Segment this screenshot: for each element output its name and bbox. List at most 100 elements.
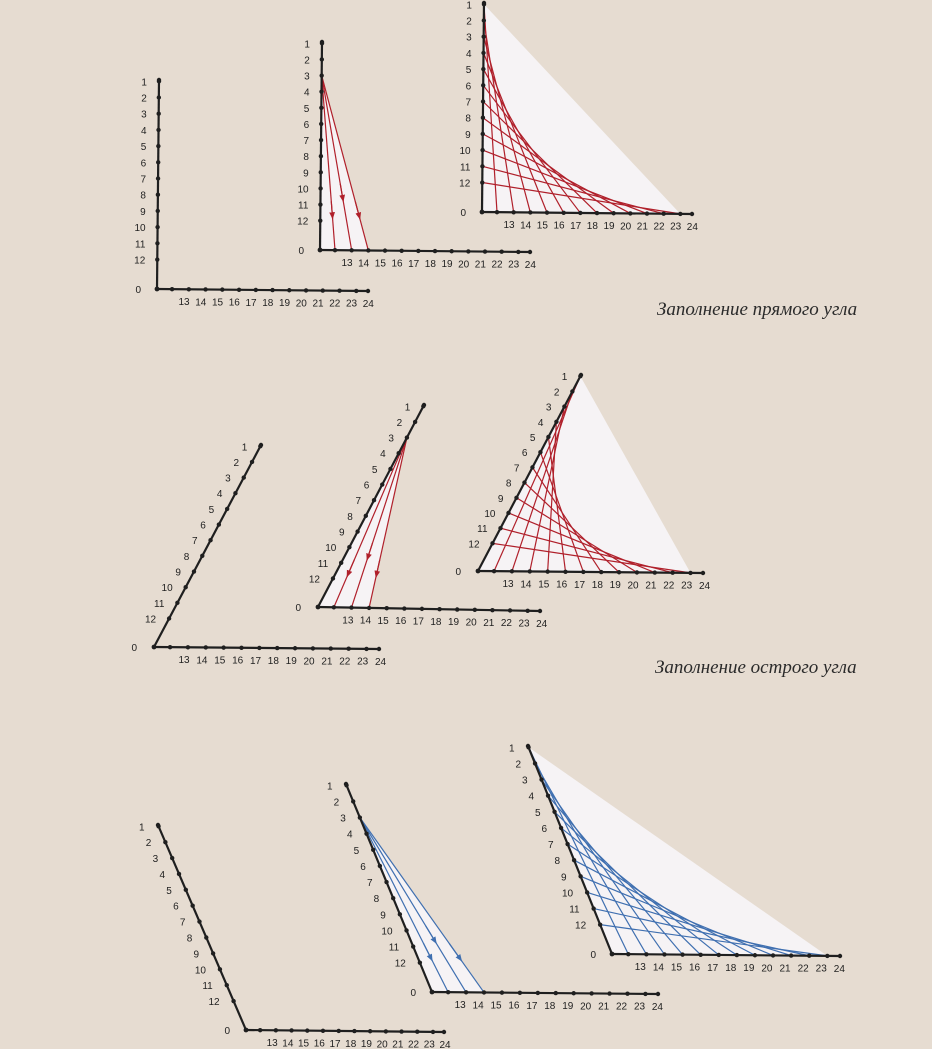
axis-dot [249, 459, 255, 465]
axis-dot [514, 495, 519, 500]
tick-label-18: 18 [262, 298, 274, 309]
axis-dot [155, 257, 160, 262]
tick-label-24: 24 [536, 619, 548, 630]
tick-label-13: 13 [267, 1038, 279, 1049]
tick-label-18: 18 [268, 656, 280, 667]
thread-line [482, 101, 598, 214]
axis-dot [399, 248, 404, 253]
tick-label-14: 14 [653, 962, 665, 973]
axis-dot [481, 18, 487, 23]
tick-label-19: 19 [743, 963, 755, 974]
axis-dot [417, 960, 423, 965]
axis-dot [678, 211, 683, 217]
tick-label-13: 13 [179, 655, 191, 666]
axis-dot [499, 249, 504, 254]
thread-arrow [329, 201, 335, 220]
tick-label-6: 6 [304, 120, 310, 131]
axis-dot [528, 210, 533, 215]
thread-line [492, 542, 691, 574]
axis-dot [511, 210, 516, 215]
axis-dot [156, 79, 162, 84]
tick-label-14: 14 [196, 655, 208, 666]
tick-label-17: 17 [526, 1001, 538, 1012]
axis-dot [689, 211, 695, 217]
tick-label-11: 11 [135, 239, 146, 250]
vertex-dot [475, 568, 481, 574]
tick-label-9: 9 [339, 528, 345, 539]
tick-label-21: 21 [312, 298, 324, 309]
tick-label-21: 21 [321, 656, 333, 667]
axis-dot [625, 991, 630, 996]
tick-label-12: 12 [468, 539, 480, 550]
arm-b-axis [431, 990, 659, 996]
tick-label-19: 19 [286, 656, 298, 667]
thread-line [359, 817, 467, 993]
axis-dot [480, 99, 486, 104]
vertex-label: 0 [410, 988, 416, 999]
thread-area [482, 4, 681, 214]
tick-label-6: 6 [522, 448, 528, 459]
axis-dot [384, 879, 389, 885]
axis-dot [652, 570, 657, 575]
axis-dot [156, 95, 162, 100]
tick-label-8: 8 [347, 512, 353, 523]
tick-label-5: 5 [354, 846, 360, 857]
tick-label-10: 10 [195, 965, 207, 976]
axis-dot [319, 41, 325, 46]
axis-dot [257, 1027, 263, 1033]
axis-dot [807, 953, 812, 958]
tick-label-23: 23 [346, 299, 358, 310]
tick-label-17: 17 [413, 617, 425, 628]
axis-dot [415, 1029, 420, 1034]
tick-label-10: 10 [162, 583, 174, 594]
tick-label-22: 22 [798, 964, 810, 975]
tick-label-20: 20 [458, 259, 470, 270]
tick-label-3: 3 [225, 474, 231, 485]
axis-dot [156, 127, 161, 133]
thread-line [321, 75, 369, 251]
tick-label-16: 16 [232, 656, 244, 667]
tick-label-13: 13 [503, 579, 515, 590]
axis-dot [480, 131, 485, 137]
tick-label-8: 8 [187, 934, 193, 945]
thread-arrow [346, 559, 355, 578]
axis-dot [377, 863, 383, 869]
axis-dot [363, 513, 369, 519]
axis-dot [364, 831, 369, 836]
tick-label-5: 5 [166, 886, 172, 897]
arm-b-axis [611, 952, 841, 958]
tick-label-14: 14 [195, 297, 207, 308]
tick-label-24: 24 [652, 1002, 664, 1013]
tick-label-22: 22 [491, 260, 503, 271]
axis-dot [167, 644, 173, 650]
axis-dot [494, 209, 500, 215]
vertex-label: 0 [460, 208, 466, 219]
tick-label-8: 8 [506, 479, 512, 490]
tick-label-3: 3 [304, 72, 310, 83]
tick-label-15: 15 [298, 1038, 310, 1049]
tick-label-19: 19 [603, 221, 615, 232]
axis-dot [347, 544, 352, 550]
axis-dot [570, 389, 575, 394]
axis-dot [169, 286, 175, 292]
tick-label-24: 24 [525, 260, 537, 271]
tick-label-21: 21 [779, 963, 791, 974]
thread-line [482, 133, 631, 214]
axis-dot [169, 855, 175, 861]
tick-label-19: 19 [361, 1039, 373, 1049]
axis-dot [185, 645, 191, 650]
tick-label-12: 12 [208, 997, 220, 1008]
thread-line [321, 75, 353, 251]
axis-dot [837, 953, 843, 959]
tick-label-3: 3 [522, 776, 528, 787]
axis-dot [318, 137, 324, 143]
vertex-dot [609, 951, 615, 957]
tick-label-16: 16 [508, 1001, 520, 1012]
axis-dot [384, 606, 389, 611]
thread-line [524, 482, 620, 573]
tick-label-1: 1 [466, 0, 472, 11]
axis-dot [175, 600, 180, 606]
